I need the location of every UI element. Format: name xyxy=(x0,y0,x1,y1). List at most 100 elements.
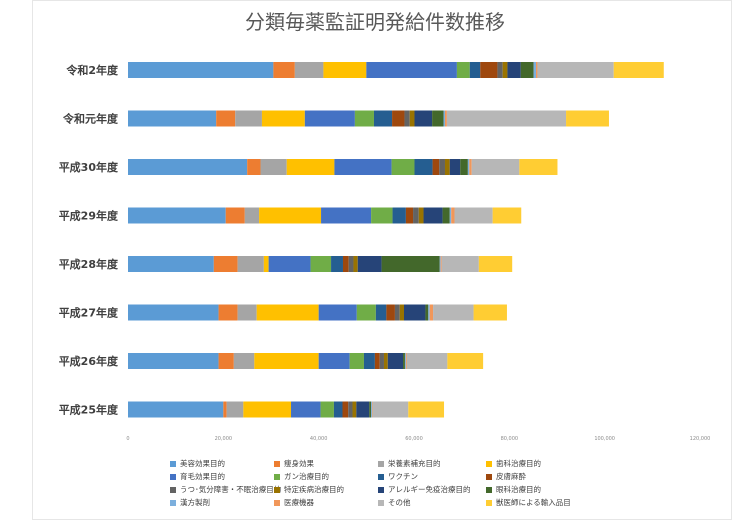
bar-segment xyxy=(353,256,358,272)
legend-swatch xyxy=(274,499,280,506)
bar-segment xyxy=(369,401,372,418)
bar-segment xyxy=(456,62,470,78)
legend-item: 栄養素補充目的 xyxy=(378,458,486,469)
legend-item: その他 xyxy=(378,497,486,508)
legend-swatch xyxy=(486,499,492,506)
legend-item: 獣医師による輸入品目 xyxy=(486,497,590,508)
bar-segment xyxy=(268,256,311,272)
bar-segment xyxy=(444,159,450,175)
bar-segment xyxy=(213,256,238,272)
legend-label: 育毛効果目的 xyxy=(180,472,225,481)
bar-segment xyxy=(128,159,248,175)
bar-segment xyxy=(373,110,393,127)
bar-segment xyxy=(392,110,405,127)
legend-swatch xyxy=(170,499,176,506)
bar-segment xyxy=(128,304,219,321)
x-tick-label: 40,000 xyxy=(310,436,328,442)
bar-segment xyxy=(471,159,520,175)
bar-segment xyxy=(432,110,444,127)
legend-item: 皮膚麻酔 xyxy=(486,471,590,482)
bar-segment xyxy=(391,159,415,175)
bar-segment xyxy=(223,401,227,418)
bar-segment xyxy=(442,207,450,224)
bar-segment xyxy=(349,353,364,369)
bar-segment xyxy=(128,207,226,224)
bar-segment xyxy=(218,304,238,321)
bar-segment xyxy=(334,159,392,175)
bar-segment xyxy=(406,353,448,369)
bar-segment xyxy=(261,110,305,127)
legend-label: 皮膚麻酔 xyxy=(496,472,526,481)
bar-segment xyxy=(260,159,287,175)
bar-segment xyxy=(413,207,419,224)
legend-swatch xyxy=(486,486,492,493)
legend-swatch xyxy=(378,499,384,506)
bar-segment xyxy=(263,256,269,272)
bar-segment xyxy=(428,304,430,321)
bar-segment xyxy=(321,207,372,224)
bar-segment xyxy=(352,401,357,418)
legend-item: アレルギー免疫治療目的 xyxy=(378,484,486,495)
bar-segment xyxy=(304,110,355,127)
bar-segment xyxy=(467,159,470,175)
bar-segment xyxy=(294,62,324,78)
bar-segment xyxy=(291,401,321,418)
bar-segment xyxy=(409,110,415,127)
legend-label: アレルギー免疫治療目的 xyxy=(388,485,471,494)
x-tick-label: 20,000 xyxy=(215,436,233,442)
x-tick-label: 0 xyxy=(126,436,129,442)
bar-segment xyxy=(379,353,384,369)
bar-segment xyxy=(403,304,426,321)
bar-segment xyxy=(473,304,507,321)
bar-segment xyxy=(537,62,614,78)
bar-segment xyxy=(342,401,349,418)
bar-segment xyxy=(225,207,245,224)
bar-segment xyxy=(243,401,292,418)
bar-segment xyxy=(451,207,455,224)
bar-segment xyxy=(226,401,244,418)
bar-segment xyxy=(449,207,452,224)
bar-segment xyxy=(404,110,410,127)
legend-swatch xyxy=(274,460,280,467)
bar-segment xyxy=(447,353,484,369)
legend-item: 医療機器 xyxy=(274,497,378,508)
bar-segment xyxy=(333,401,343,418)
legend-item: ワクチン xyxy=(378,471,486,482)
bar-segment xyxy=(414,159,433,175)
bar-segment xyxy=(449,159,461,175)
bar-segment xyxy=(235,110,262,127)
category-label: 平成27年度 xyxy=(59,306,119,320)
bar-segment xyxy=(216,110,236,127)
legend-swatch xyxy=(378,486,384,493)
bar-segment xyxy=(237,256,264,272)
bar-segment xyxy=(318,353,350,369)
legend-swatch xyxy=(170,486,176,493)
legend-item: 眼科治療目的 xyxy=(486,484,590,495)
category-label: 平成25年度 xyxy=(59,403,119,417)
bar-segment xyxy=(286,159,335,175)
bar-segment xyxy=(247,159,261,175)
bar-segment xyxy=(613,62,664,78)
legend-label: 歯科治療目的 xyxy=(496,459,541,468)
legend-swatch xyxy=(170,473,176,480)
bar-segment xyxy=(423,207,443,224)
bar-segment xyxy=(520,62,534,78)
bar-segment xyxy=(371,401,373,418)
bar-segment xyxy=(392,207,406,224)
legend-item: ガン治療目的 xyxy=(274,471,378,482)
bar-segment xyxy=(425,304,429,321)
x-tick-label: 120,000 xyxy=(690,436,711,442)
bar-segment xyxy=(374,353,380,369)
bar-segment xyxy=(399,304,404,321)
bar-segment xyxy=(375,304,387,321)
bar-segment xyxy=(318,304,357,321)
legend-label: ワクチン xyxy=(388,472,418,481)
bar-segment xyxy=(536,62,538,78)
bar-segment xyxy=(244,207,260,224)
category-label: 平成30年度 xyxy=(59,160,119,174)
legend-swatch xyxy=(170,460,176,467)
legend-label: その他 xyxy=(388,498,411,507)
bar-segment xyxy=(128,256,214,272)
bar-segment xyxy=(460,159,468,175)
